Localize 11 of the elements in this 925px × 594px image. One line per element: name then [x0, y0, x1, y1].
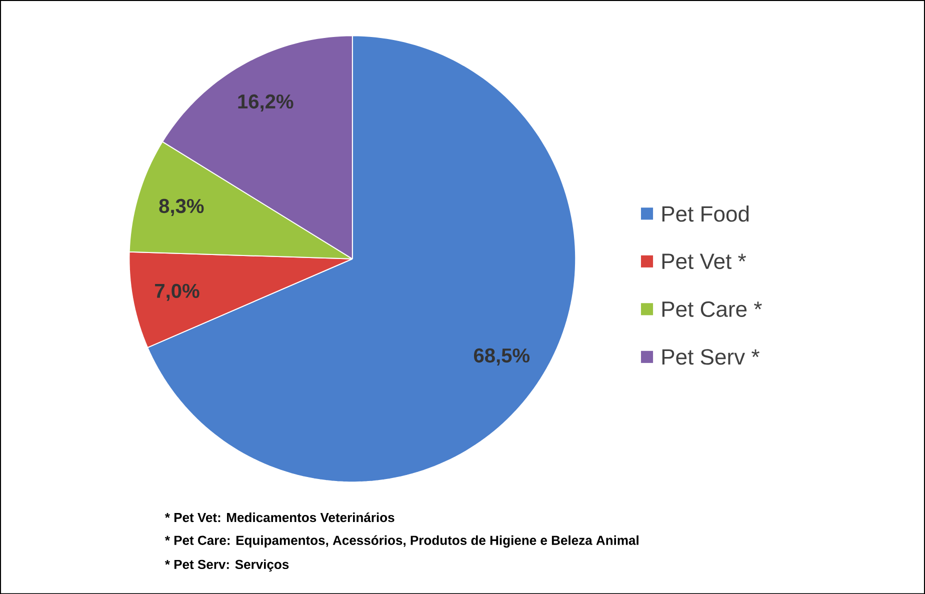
text: * Pet Care: Equipamentos, Acessórios, Produtos de Higiene e Beleza Animal	[164, 535, 638, 548]
data-label: 68,5%	[474, 348, 530, 366]
text: * Pet Vet: Medicamentos Veterinários	[164, 512, 394, 522]
data-label: 7,0%	[155, 284, 200, 301]
legend-label: Pet Vet *	[662, 254, 746, 270]
legend-label: Pet Food	[662, 205, 749, 222]
data-label: 8,3%	[159, 198, 204, 216]
data-label: 16,2%	[238, 94, 294, 112]
legend-label: Pet Serv *	[662, 349, 760, 365]
text: * Pet Serv: Serviços	[164, 559, 289, 572]
legend-label: Pet Care *	[662, 301, 762, 317]
